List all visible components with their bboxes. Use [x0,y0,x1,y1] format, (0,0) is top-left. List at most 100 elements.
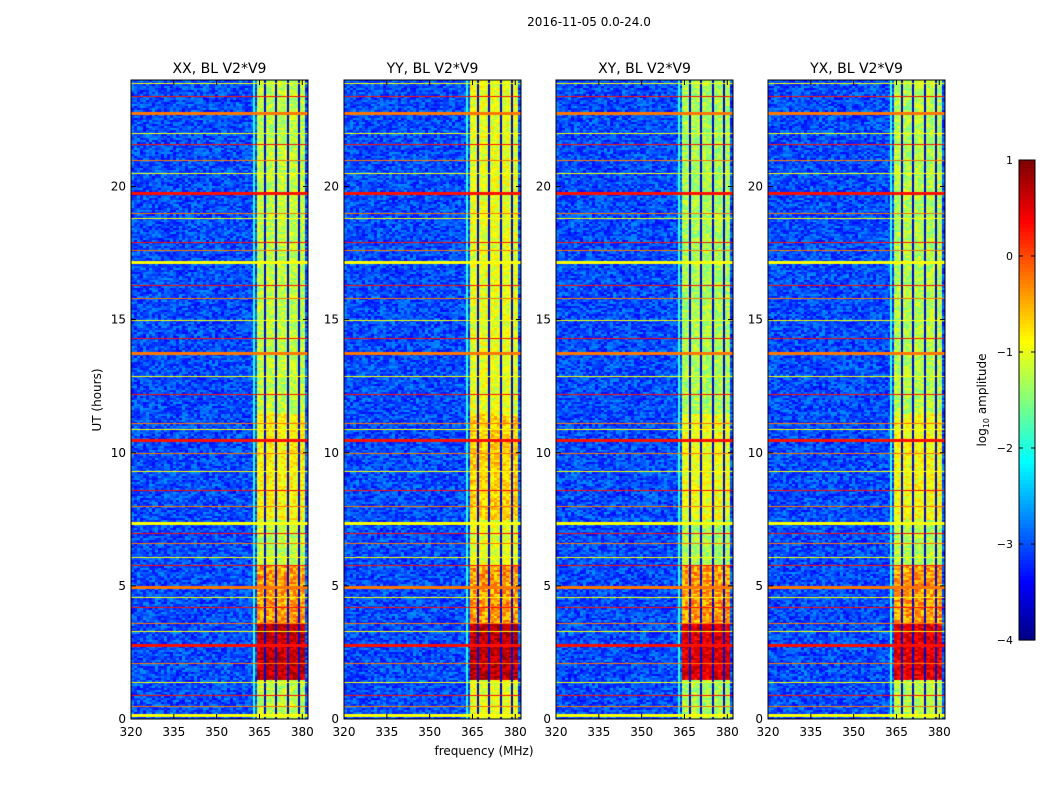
colorbar-segment [1019,312,1035,317]
colorbar-segment [1019,208,1035,213]
colorbar-segment [1019,564,1035,569]
colorbar-segment [1019,340,1035,345]
colorbar-segment [1019,604,1035,609]
colorbar-segment [1019,404,1035,409]
colorbar-segment [1019,272,1035,277]
colorbar-tick-label: −2 [997,442,1013,455]
colorbar-segment [1019,352,1035,357]
y-axis-label: UT (hours) [90,368,104,431]
colorbar-segment [1019,276,1035,281]
colorbar-segment [1019,428,1035,433]
colorbar-segment [1019,164,1035,169]
panel-3: XY, BL V2*V9 320 335 350 365 380 0 5 10 15 20 [536,61,739,739]
y-tick-label: 5 [118,579,126,593]
y-tick-label: 15 [536,313,551,327]
y-tick-label: 10 [536,446,551,460]
x-tick-label: 350 [630,725,653,739]
colorbar-segment [1019,480,1035,485]
colorbar-segment [1019,624,1035,629]
colorbar-tick-label: 0 [1006,250,1013,263]
colorbar-segment [1019,320,1035,325]
colorbar-tick-label: −3 [997,538,1013,551]
y-tick-label: 15 [324,313,339,327]
colorbar-segment [1019,448,1035,453]
x-tick-label: 350 [842,725,865,739]
colorbar-segment [1019,396,1035,401]
colorbar-segment [1019,540,1035,545]
y-tick-label: 15 [111,313,126,327]
colorbar-segment [1019,616,1035,621]
colorbar-tick-label: −4 [997,634,1013,647]
y-tick-label: 0 [543,712,551,726]
colorbar-segment [1019,492,1035,497]
colorbar-segment [1019,188,1035,193]
panel-1-title: XX, BL V2*V9 [173,61,267,77]
colorbar-segment [1019,476,1035,481]
colorbar-segment [1019,412,1035,417]
colorbar-segment [1019,220,1035,225]
colorbar-segment [1019,556,1035,561]
colorbar-segment [1019,228,1035,233]
colorbar-segment [1019,324,1035,329]
colorbar-segment [1019,584,1035,589]
colorbar-segment [1019,180,1035,185]
colorbar-segment [1019,192,1035,197]
panel-2-heatmap [344,80,521,719]
colorbar-segment [1019,200,1035,205]
colorbar-label-log: log [975,428,989,446]
colorbar-segment [1019,332,1035,337]
colorbar-segment [1019,216,1035,221]
colorbar-segment [1019,484,1035,489]
colorbar-segment [1019,204,1035,209]
colorbar-segment [1019,300,1035,305]
colorbar-segment [1019,588,1035,593]
colorbar-segment [1019,628,1035,633]
panel-2: YY, BL V2*V9 320 335 350 365 380 0 5 10 15 20 [324,61,527,739]
panel-2-title: YY, BL V2*V9 [386,61,479,77]
colorbar-segment [1019,580,1035,585]
colorbar-segment [1019,576,1035,581]
colorbar-segment [1019,248,1035,253]
colorbar-segment [1019,376,1035,381]
colorbar-segment [1019,572,1035,577]
colorbar-segment [1019,620,1035,625]
colorbar-segment [1019,500,1035,505]
y-tick-label: 10 [111,446,126,460]
y-tick-label: 5 [543,579,551,593]
colorbar-segment [1019,172,1035,177]
panel-3-title: XY, BL V2*V9 [598,61,691,77]
colorbar-segment [1019,516,1035,521]
colorbar-segment [1019,268,1035,273]
y-tick-label: 20 [111,180,126,194]
colorbar-segment [1019,296,1035,301]
colorbar-segment [1019,236,1035,241]
x-tick-label: 320 [757,725,780,739]
colorbar-segment [1019,468,1035,473]
y-tick-label: 20 [536,180,551,194]
y-tick-label: 10 [748,446,763,460]
colorbar-segment [1019,380,1035,385]
colorbar-segment [1019,420,1035,425]
x-tick-label: 365 [248,725,271,739]
colorbar-segment [1019,344,1035,349]
colorbar: −4 −3 −2 −1 0 1 [997,154,1036,647]
colorbar-segment [1019,408,1035,413]
colorbar-segment [1019,240,1035,245]
colorbar-segment [1019,460,1035,465]
y-tick-label: 0 [755,712,763,726]
x-axis-label: frequency (MHz) [434,744,533,758]
x-tick-label: 365 [885,725,908,739]
colorbar-segment [1019,372,1035,377]
colorbar-segment [1019,284,1035,289]
colorbar-segment [1019,416,1035,421]
colorbar-segment [1019,264,1035,269]
x-tick-label: 350 [418,725,441,739]
colorbar-segment [1019,488,1035,493]
panel-1-heatmap [131,80,308,719]
colorbar-segment [1019,560,1035,565]
colorbar-segment [1019,528,1035,533]
y-tick-label: 20 [748,180,763,194]
colorbar-segment [1019,336,1035,341]
x-tick-label: 320 [333,725,356,739]
